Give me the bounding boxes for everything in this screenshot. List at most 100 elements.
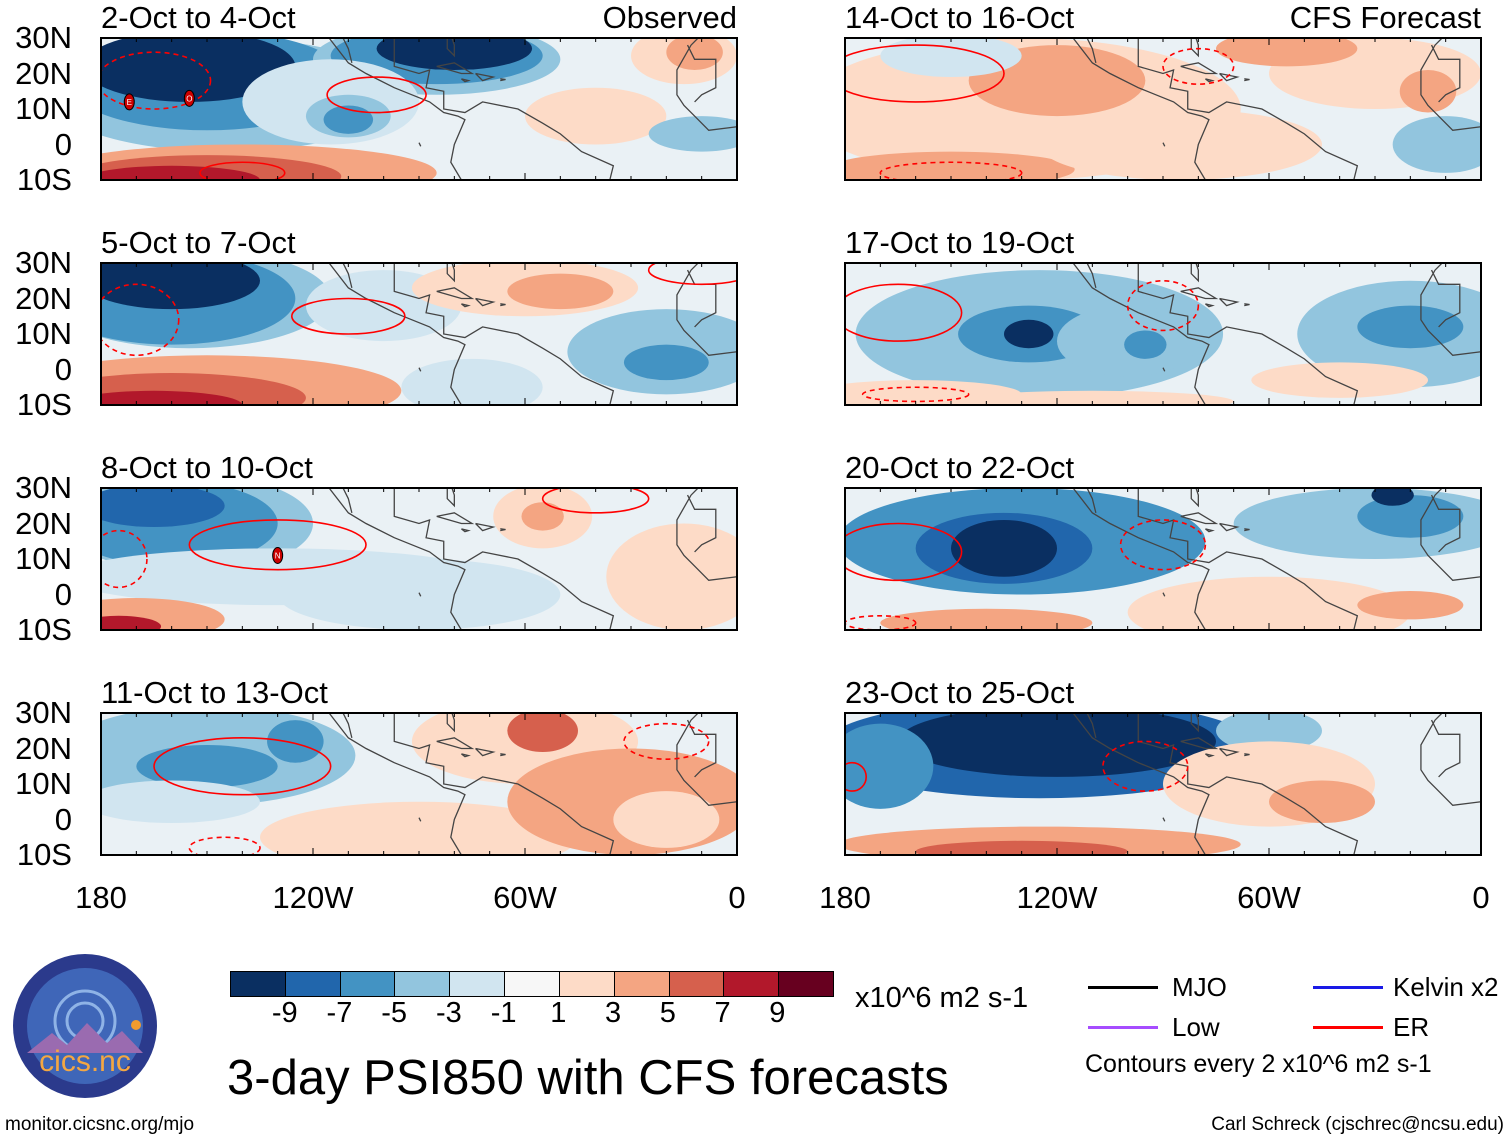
anomaly-region — [1357, 590, 1464, 620]
lon-tick-label: 120W — [1016, 880, 1098, 915]
colorbar-tick-label: -5 — [381, 997, 408, 1029]
coastline — [686, 44, 717, 103]
colorbar-swatch — [559, 972, 615, 996]
cics-logo: cics.nc — [13, 954, 157, 1098]
anomaly-region — [101, 780, 260, 824]
legend-label-low: Low — [1172, 1012, 1220, 1042]
er-contour — [290, 297, 406, 335]
lon-tick-label: 180 — [819, 880, 871, 915]
legend-line-kelvin — [1313, 986, 1383, 989]
legend-line-low — [1088, 1026, 1158, 1029]
coastline — [1244, 528, 1250, 532]
coastline — [475, 747, 496, 757]
coastline — [1244, 78, 1250, 82]
colorbar-swatch — [450, 972, 506, 996]
anomaly-region — [101, 615, 162, 630]
er-contour — [101, 51, 212, 110]
coastline — [1204, 78, 1215, 83]
coastline — [342, 713, 353, 739]
anomaly-region — [507, 713, 578, 753]
coastline — [475, 297, 496, 307]
coastline — [418, 817, 422, 822]
coastline — [500, 528, 506, 532]
anomaly-region — [260, 801, 578, 855]
lat-tick-label: 10N — [15, 541, 72, 576]
legend-label-er: ER — [1393, 1012, 1430, 1042]
lat-tick-label: 30N — [15, 20, 72, 55]
coastline — [1137, 713, 1359, 855]
coastline — [418, 367, 422, 372]
coastline — [1219, 297, 1240, 307]
coastline — [1420, 713, 1481, 806]
legend-line-mjo — [1088, 986, 1158, 989]
map-panel: 23-Oct to 25-Oct — [844, 675, 1482, 856]
anomaly-region — [648, 116, 737, 152]
coastline — [1137, 488, 1359, 630]
anomaly-region — [951, 519, 1057, 577]
coastline — [328, 488, 466, 630]
anomaly-region — [1357, 495, 1464, 538]
anomaly-region — [898, 713, 1216, 777]
anomaly-region — [101, 263, 260, 310]
anomaly-region — [277, 559, 561, 630]
anomaly-region — [845, 151, 1075, 180]
coastline — [686, 494, 717, 553]
er-contour — [153, 737, 332, 796]
coastline — [460, 528, 471, 533]
coastline — [1180, 287, 1219, 300]
anomaly-region — [401, 358, 543, 405]
coastline — [500, 78, 506, 82]
panel-title: 23-Oct to 25-Oct — [845, 675, 1075, 710]
tropical-cyclone-marker — [183, 89, 195, 107]
lat-tick-label: 10S — [16, 612, 72, 647]
lat-tick-label: 10N — [15, 316, 72, 351]
coastline — [446, 488, 455, 508]
coastline — [1219, 522, 1240, 532]
anomaly-region — [623, 344, 709, 381]
coastline — [342, 488, 353, 514]
lat-tick-label: 10S — [16, 387, 72, 422]
footer-url[interactable]: monitor.cicsnc.org/mjo — [5, 1114, 195, 1135]
er-contour — [845, 283, 963, 342]
colorbar-swatch — [724, 972, 780, 996]
lat-tick-label: 20N — [15, 55, 72, 91]
map-panel: 14-Oct to 16-Oct CFS Forecast — [844, 0, 1482, 181]
colorbar-swatch — [395, 972, 451, 996]
coastline — [342, 263, 353, 289]
er-contour — [541, 488, 650, 514]
panel-title: 20-Oct to 22-Oct — [845, 450, 1075, 485]
coastline — [1190, 488, 1199, 508]
anomaly-region — [101, 38, 296, 102]
anomaly-region — [1216, 38, 1358, 67]
coastline — [1162, 367, 1166, 372]
colorbar-tick-label: 3 — [605, 997, 622, 1029]
coastline — [1072, 713, 1210, 855]
anomaly-region — [1124, 330, 1167, 359]
lat-tick-label: 20N — [15, 280, 72, 316]
coastline — [1219, 747, 1240, 757]
coastline — [393, 713, 615, 855]
lat-tick-label: 10N — [15, 91, 72, 126]
colorbar-tick-label: -7 — [326, 997, 353, 1029]
er-contour — [1102, 740, 1189, 792]
map-panel: 20-Oct to 22-Oct — [844, 450, 1482, 631]
coastline — [1190, 263, 1199, 283]
coastline — [1072, 38, 1210, 180]
anomaly-region — [1039, 109, 1322, 180]
coastline — [1162, 142, 1166, 147]
lat-tick-label: 0 — [54, 351, 72, 387]
coastline — [1190, 38, 1199, 58]
anomaly-region — [1004, 319, 1054, 349]
coastline — [460, 303, 471, 308]
anomaly-region — [267, 720, 324, 763]
coastline — [436, 62, 475, 75]
lat-tick-label: 30N — [15, 245, 72, 280]
lat-tick-label: 0 — [54, 126, 72, 162]
anomaly-region — [606, 523, 737, 630]
coastline — [1244, 753, 1250, 757]
coastline — [1180, 62, 1219, 75]
lat-tick-label: 30N — [15, 470, 72, 505]
anomaly-region — [1399, 69, 1457, 113]
lat-tick-label: 10S — [16, 837, 72, 872]
anomaly-region — [323, 105, 374, 134]
